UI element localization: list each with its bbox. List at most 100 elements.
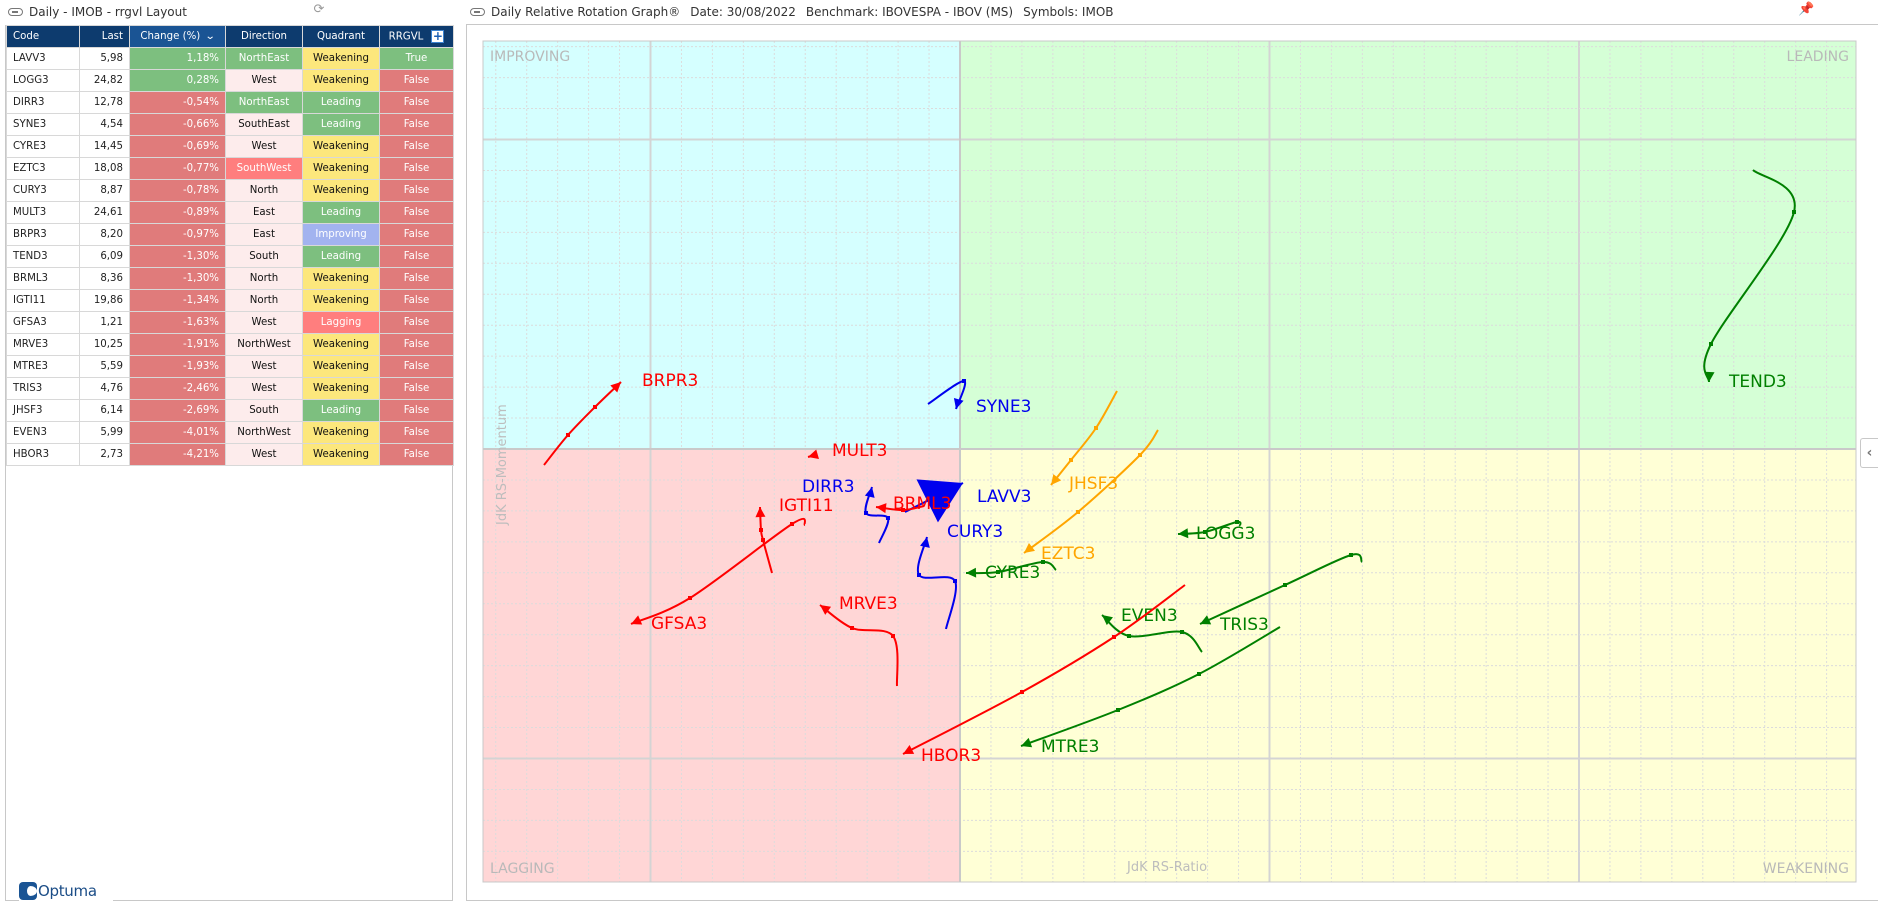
optuma-logo-text: Optuma (38, 882, 97, 900)
cell-rrgvl: True (379, 47, 454, 70)
cell-rrgvl: False (379, 91, 454, 114)
symbol-label[interactable]: EVEN3 (1121, 606, 1178, 626)
trail-dirr3[interactable]: DIRR3 (802, 477, 890, 544)
trail-mrve3[interactable]: MRVE3 (819, 594, 899, 687)
table-row[interactable]: HBOR3 2,73 -4,21% West Weakening False (6, 443, 454, 466)
symbol-label[interactable]: DIRR3 (802, 477, 855, 497)
trail-line (864, 486, 890, 544)
trail-brpr3[interactable]: BRPR3 (543, 371, 698, 466)
cell-quadrant: Leading (302, 91, 380, 114)
table-row[interactable]: GFSA3 1,21 -1,63% West Lagging False (6, 311, 454, 334)
trail-mult3[interactable]: MULT3 (807, 441, 887, 461)
symbol-label[interactable]: TRIS3 (1219, 615, 1269, 635)
trail-syne3[interactable]: SYNE3 (927, 379, 1031, 417)
symbol-label[interactable]: LAVV3 (977, 487, 1031, 507)
trail-igti11[interactable]: IGTI11 (755, 496, 834, 574)
symbol-label[interactable]: HBOR3 (921, 746, 981, 766)
symbol-label[interactable]: MRVE3 (839, 594, 898, 614)
table-header-row: Code Last Change (%) ⌄ Direction Quadrant… (6, 25, 454, 48)
cell-last: 14,45 (79, 135, 130, 158)
cell-direction: NorthWest (225, 333, 303, 356)
trail-tris3[interactable]: TRIS3 (1199, 553, 1363, 635)
cell-change: -0,97% (129, 223, 226, 246)
cell-rrgvl: False (379, 377, 454, 400)
cell-code: IGTI11 (6, 289, 80, 312)
symbol-label[interactable]: MTRE3 (1041, 737, 1099, 757)
chevron-down-icon[interactable]: ⌄ (204, 31, 216, 42)
y-axis-label: JdK RS-Momentum (495, 404, 510, 526)
quadrant-label-improving: IMPROVING (490, 49, 570, 65)
quadrant-backgrounds (483, 41, 1856, 882)
column-header-quadrant[interactable]: Quadrant (302, 25, 380, 48)
symbol-label[interactable]: GFSA3 (651, 614, 707, 634)
link-icon[interactable] (470, 8, 485, 16)
add-column-icon[interactable]: + (431, 29, 445, 43)
cell-change: -1,91% (129, 333, 226, 356)
column-header-change[interactable]: Change (%) ⌄ (129, 25, 226, 48)
column-header-direction[interactable]: Direction (225, 25, 303, 48)
cell-code: MULT3 (6, 201, 80, 224)
rrg-chart-panel (466, 24, 1878, 901)
trail-logg3[interactable]: LOGG3 (1177, 520, 1255, 544)
trail-line (543, 381, 622, 466)
cell-code: LOGG3 (6, 69, 80, 92)
cell-quadrant: Weakening (302, 47, 380, 70)
trail-node-marker (962, 379, 966, 383)
cell-change: -2,69% (129, 399, 226, 422)
table-row[interactable]: MTRE3 5,59 -1,93% West Weakening False (6, 355, 454, 378)
collapse-sidebar-button[interactable]: ‹ (1860, 438, 1878, 468)
column-header-last[interactable]: Last (79, 25, 130, 48)
table-row[interactable]: EVEN3 5,99 -4,01% NorthWest Weakening False (6, 421, 454, 444)
symbol-label[interactable]: BRML3 (893, 494, 951, 514)
cell-direction: East (225, 223, 303, 246)
trail-node-marker (1069, 458, 1073, 462)
column-header-code[interactable]: Code (6, 25, 80, 48)
trail-arrow-head-icon (1200, 615, 1212, 625)
symbol-label[interactable]: MULT3 (832, 441, 887, 461)
table-row[interactable]: TEND3 6,09 -1,30% South Leading False (6, 245, 454, 268)
table-row[interactable]: MRVE3 10,25 -1,91% NorthWest Weakening False (6, 333, 454, 356)
trail-node-marker (761, 538, 765, 542)
trail-tend3[interactable]: TEND3 (1703, 169, 1796, 392)
column-header-rrgvl[interactable]: RRGVL + (379, 25, 454, 48)
trail-gfsa3[interactable]: GFSA3 (630, 517, 806, 634)
symbol-label[interactable]: EZTC3 (1041, 544, 1095, 564)
table-row[interactable]: LOGG3 24,82 0,28% West Weakening False (6, 69, 454, 92)
table-row[interactable]: LAVV3 5,98 1,18% NorthEast Weakening True (6, 47, 454, 70)
trail-mtre3[interactable]: MTRE3 (1020, 626, 1281, 757)
table-row[interactable]: MULT3 24,61 -0,89% East Leading False (6, 201, 454, 224)
trail-cury3[interactable]: CURY3 (916, 522, 1003, 630)
symbol-label[interactable]: TEND3 (1728, 372, 1787, 392)
trail-lavv3[interactable]: LAVV3 (904, 479, 1031, 523)
trail-hbor3[interactable]: HBOR3 (902, 584, 1186, 766)
trail-arrow-head-icon (966, 567, 977, 578)
symbol-label[interactable]: SYNE3 (976, 397, 1031, 417)
table-row[interactable]: EZTC3 18,08 -0,77% SouthWest Weakening False (6, 157, 454, 180)
symbol-label[interactable]: IGTI11 (779, 496, 834, 516)
symbol-label[interactable]: LOGG3 (1196, 524, 1255, 544)
table-row[interactable]: IGTI11 19,86 -1,34% North Weakening False (6, 289, 454, 312)
refresh-icon[interactable]: ⟳ (313, 2, 325, 17)
trail-line (759, 506, 773, 574)
cell-quadrant: Weakening (302, 135, 380, 158)
watchlist-panel: Code Last Change (%) ⌄ Direction Quadrant… (5, 25, 454, 901)
trail-brml3[interactable]: BRML3 (875, 494, 951, 514)
chart-title: Daily Relative Rotation Graph® (491, 5, 681, 19)
cell-quadrant: Weakening (302, 377, 380, 400)
link-icon[interactable] (8, 8, 23, 16)
trail-node-marker (1709, 342, 1713, 346)
trail-node-marker (566, 433, 570, 437)
trail-eztc3[interactable]: EZTC3 (1023, 429, 1159, 564)
symbol-label[interactable]: CURY3 (947, 522, 1003, 542)
symbol-label[interactable]: BRPR3 (642, 371, 698, 391)
table-row[interactable]: JHSF3 6,14 -2,69% South Leading False (6, 399, 454, 422)
pin-icon[interactable]: 📌 (1798, 2, 1815, 17)
trail-cyre3[interactable]: CYRE3 (965, 560, 1057, 583)
table-row[interactable]: BRML3 8,36 -1,30% North Weakening False (6, 267, 454, 290)
trail-arrow-head-icon (1024, 542, 1035, 553)
table-row[interactable]: DIRR3 12,78 -0,54% NorthEast Leading False (6, 91, 454, 114)
symbol-label[interactable]: CYRE3 (985, 563, 1040, 583)
trail-even3[interactable]: EVEN3 (1101, 606, 1203, 653)
cell-quadrant: Weakening (302, 421, 380, 444)
